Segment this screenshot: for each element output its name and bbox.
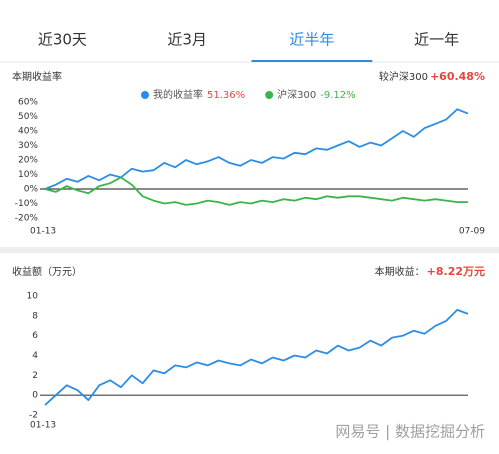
x-tick-label: 07-09	[459, 227, 485, 237]
legend-name: 沪深300	[277, 88, 316, 101]
legend-value: -9.12%	[320, 90, 355, 101]
y-tick-label: -10%	[15, 199, 39, 209]
y-tick-label: 50%	[18, 112, 38, 122]
x-tick-label: 01-13	[30, 421, 56, 431]
y-tick-label: 30%	[18, 141, 38, 151]
y-tick-label: 8	[32, 311, 38, 321]
y-tick-label: -20%	[15, 214, 39, 224]
chart-title: 收益额（万元）	[12, 265, 82, 278]
tab[interactable]: 近一年	[414, 31, 459, 49]
y-tick-label: 60%	[18, 98, 38, 108]
legend-name: 我的收益率	[153, 88, 203, 101]
y-tick-label: 0%	[24, 185, 39, 195]
series-line	[44, 176, 468, 206]
legend-marker	[141, 91, 149, 99]
series-line	[44, 108, 469, 190]
y-tick-label: 4	[32, 351, 38, 361]
y-tick-label: 10%	[18, 170, 38, 180]
y-tick-label: 20%	[18, 156, 38, 166]
watermark: 网易号 | 数据挖掘分析	[335, 423, 485, 441]
compare-value: +60.48%	[430, 70, 485, 83]
y-tick-label: 10	[27, 292, 39, 302]
x-tick-label: 01-13	[30, 227, 56, 237]
y-tick-label: 6	[32, 331, 38, 341]
legend-marker	[265, 91, 274, 99]
compare-label: 本期收益：	[375, 265, 425, 278]
compare-value: +8.22万元	[427, 265, 485, 278]
y-tick-label: 0	[32, 391, 38, 401]
y-tick-label: -2	[29, 411, 38, 421]
y-tick-label: 2	[32, 371, 38, 381]
series-line	[44, 309, 469, 406]
legend-value: 51.36%	[207, 90, 245, 101]
tab[interactable]: 近半年	[289, 31, 334, 49]
y-tick-label: 40%	[18, 127, 38, 137]
tab[interactable]: 近3月	[167, 31, 207, 49]
tab[interactable]: 近30天	[38, 31, 87, 49]
compare-label: 较沪深300	[379, 70, 428, 83]
chart-title: 本期收益率	[12, 70, 62, 83]
